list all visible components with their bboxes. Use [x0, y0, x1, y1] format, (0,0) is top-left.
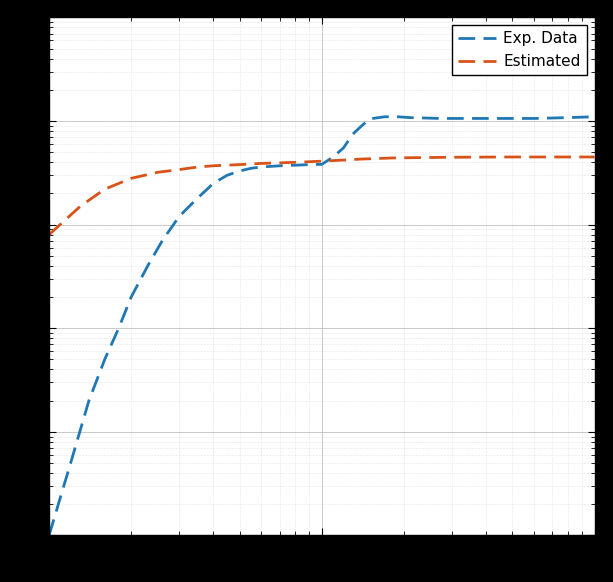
Estimated — [400, 154, 408, 161]
Estimated — [276, 159, 283, 166]
Exp. Data — [509, 115, 516, 122]
Exp. Data — [549, 115, 556, 122]
Exp. Data — [565, 114, 572, 121]
Exp. Data — [436, 115, 443, 122]
Exp. Data — [448, 115, 455, 122]
Exp. Data — [358, 122, 365, 129]
Exp. Data — [329, 154, 337, 161]
Estimated — [388, 154, 395, 161]
Estimated — [101, 186, 109, 193]
Estimated — [427, 154, 434, 161]
Legend: Exp. Data, Estimated: Exp. Data, Estimated — [452, 25, 587, 75]
Exp. Data — [306, 161, 313, 168]
Exp. Data — [257, 164, 265, 171]
Estimated — [210, 162, 217, 169]
Estimated — [318, 158, 326, 165]
Estimated — [565, 154, 572, 161]
Exp. Data — [210, 180, 217, 187]
Exp. Data — [318, 161, 326, 168]
Exp. Data — [175, 213, 183, 220]
Exp. Data — [381, 113, 389, 120]
Estimated — [340, 157, 347, 164]
Exp. Data — [67, 460, 74, 467]
Estimated — [482, 154, 490, 161]
Exp. Data — [236, 168, 243, 175]
Exp. Data — [128, 293, 135, 300]
Estimated — [509, 154, 516, 161]
Estimated — [257, 160, 265, 167]
Estimated — [549, 154, 556, 161]
Exp. Data — [366, 115, 373, 122]
Estimated — [591, 154, 598, 161]
Exp. Data — [159, 237, 166, 244]
Estimated — [194, 164, 201, 171]
Exp. Data — [406, 114, 413, 121]
Estimated — [154, 169, 161, 176]
Exp. Data — [394, 113, 402, 120]
Estimated — [175, 166, 183, 173]
Exp. Data — [45, 532, 53, 539]
Exp. Data — [466, 115, 474, 122]
Exp. Data — [224, 172, 231, 179]
Exp. Data — [276, 162, 283, 169]
Exp. Data — [85, 397, 93, 404]
Estimated — [358, 155, 365, 162]
Exp. Data — [591, 113, 598, 120]
Estimated — [306, 158, 313, 165]
Exp. Data — [194, 195, 201, 202]
Line: Estimated: Estimated — [49, 157, 595, 235]
Exp. Data — [292, 162, 299, 169]
Estimated — [45, 231, 53, 238]
Exp. Data — [144, 262, 151, 269]
Estimated — [466, 154, 474, 161]
Line: Exp. Data: Exp. Data — [49, 117, 595, 535]
Estimated — [236, 161, 243, 168]
Estimated — [128, 175, 135, 182]
Estimated — [77, 203, 84, 210]
Exp. Data — [101, 356, 109, 363]
Exp. Data — [340, 144, 347, 151]
Exp. Data — [530, 115, 538, 122]
Estimated — [530, 154, 538, 161]
Exp. Data — [349, 130, 357, 137]
Exp. Data — [422, 115, 429, 122]
Exp. Data — [497, 115, 504, 122]
Exp. Data — [482, 115, 490, 122]
Estimated — [448, 154, 455, 161]
Estimated — [292, 159, 299, 166]
Estimated — [374, 155, 381, 162]
Exp. Data — [247, 165, 254, 172]
Exp. Data — [115, 325, 123, 332]
